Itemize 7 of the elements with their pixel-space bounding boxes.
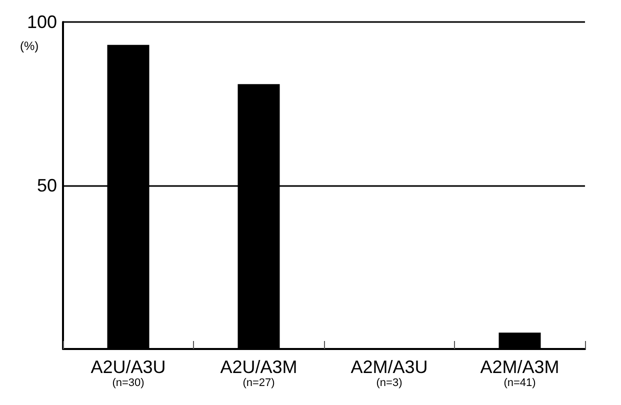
x-tick-label: A2M/A3M (n=41)	[480, 357, 560, 389]
x-tick-label: A2U/A3U (n=30)	[90, 357, 166, 389]
y-tick-label: 50	[36, 176, 57, 196]
y-axis-title: (%)	[20, 39, 39, 53]
x-tick-label: A2M/A3U (n=3)	[350, 357, 428, 389]
y-tick-label: 100	[26, 12, 57, 32]
x-tick-label: A2U/A3M (n=27)	[220, 357, 298, 389]
